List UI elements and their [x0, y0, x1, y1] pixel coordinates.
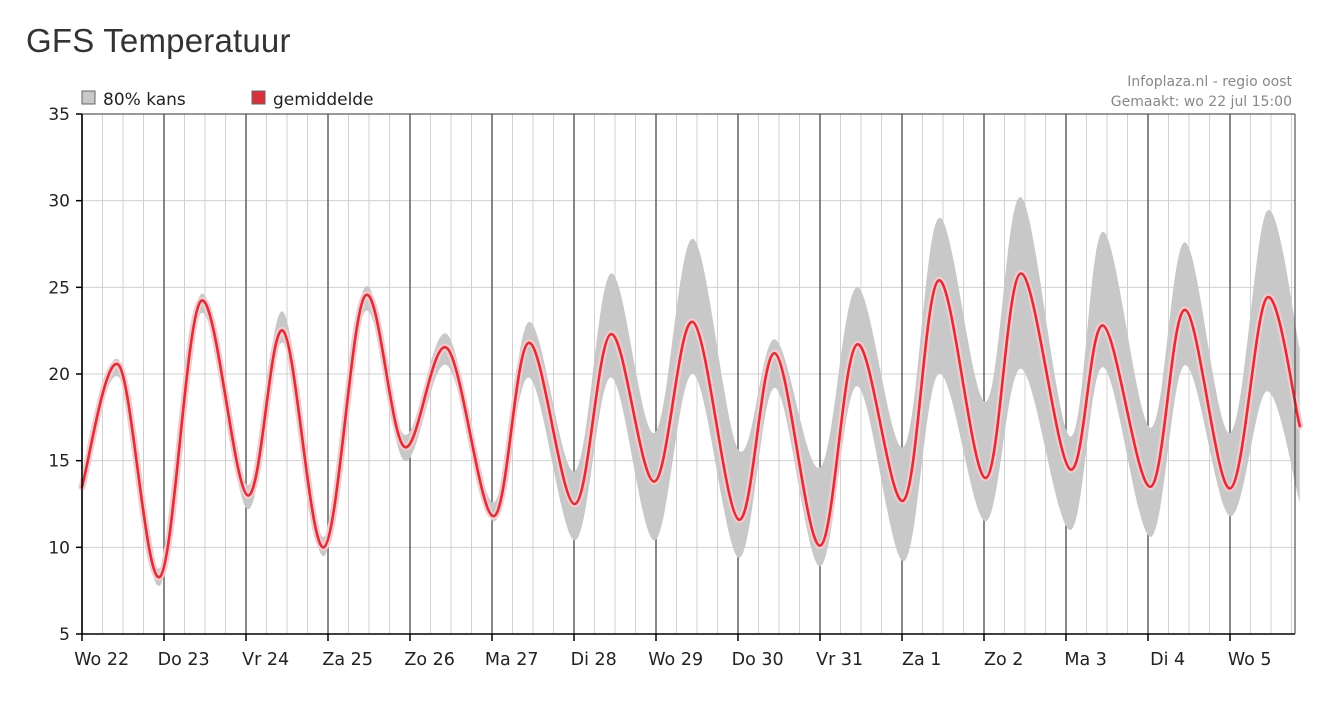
legend: 80% kans gemiddelde — [81, 90, 374, 110]
y-tick-label: 30 — [48, 192, 70, 212]
x-axis-ticks: Wo 22 Do 23 Vr 24 Za 25 Zo 26 Ma 27 Di 28 Wo 29… — [74, 634, 1272, 670]
y-tick-label: 25 — [48, 278, 70, 298]
x-tick-label: Vr 31 — [816, 650, 863, 670]
x-tick-label: Zo 2 — [984, 650, 1023, 670]
y-tick-label: 10 — [48, 538, 70, 558]
x-tick-label: Vr 24 — [242, 650, 289, 670]
legend-band-swatch — [81, 90, 96, 105]
x-tick-label: Ma 3 — [1064, 650, 1107, 670]
credit-source: Infoplaza.nl - regio oost — [1127, 74, 1292, 90]
x-tick-label: Zo 26 — [404, 650, 455, 670]
x-tick-label: Ma 27 — [485, 650, 539, 670]
credit-timestamp: Gemaakt: wo 22 jul 15:00 — [1111, 94, 1292, 110]
x-tick-label: Di 28 — [571, 650, 617, 670]
x-tick-label: Do 23 — [158, 650, 210, 670]
x-tick-label: Di 4 — [1150, 650, 1185, 670]
mean-line — [80, 272, 1301, 579]
x-tick-label: Do 30 — [732, 650, 784, 670]
page-title: GFS Temperatuur — [26, 22, 291, 59]
y-axis-ticks: 5 10 15 20 25 30 35 — [48, 105, 82, 645]
y-tick-label: 35 — [48, 105, 70, 125]
y-tick-label: 15 — [48, 452, 70, 472]
x-tick-label: Wo 29 — [648, 650, 703, 670]
legend-band-label: 80% kans — [103, 90, 186, 110]
band-80pct — [82, 197, 1300, 586]
x-tick-label: Wo 5 — [1228, 650, 1272, 670]
band-layer — [82, 197, 1300, 586]
x-tick-label: Za 1 — [902, 650, 941, 670]
mean-layer — [78, 269, 1304, 581]
x-tick-label: Za 25 — [322, 650, 373, 670]
y-tick-label: 20 — [48, 365, 70, 385]
x-tick-label: Wo 22 — [74, 650, 129, 670]
y-tick-label: 5 — [59, 625, 70, 645]
legend-mean-swatch — [251, 90, 266, 105]
legend-mean-label: gemiddelde — [273, 90, 374, 110]
